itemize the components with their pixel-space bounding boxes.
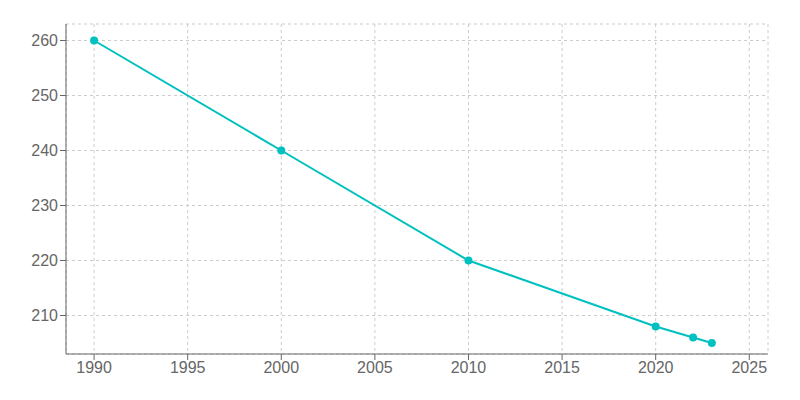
svg-text:220: 220 [31, 252, 58, 269]
svg-text:2020: 2020 [638, 359, 674, 376]
svg-text:2015: 2015 [544, 359, 580, 376]
svg-text:1995: 1995 [170, 359, 206, 376]
svg-text:250: 250 [31, 87, 58, 104]
svg-text:230: 230 [31, 197, 58, 214]
svg-text:210: 210 [31, 307, 58, 324]
svg-text:2000: 2000 [263, 359, 299, 376]
svg-text:2010: 2010 [451, 359, 487, 376]
svg-text:1990: 1990 [76, 359, 112, 376]
svg-text:2005: 2005 [357, 359, 393, 376]
svg-text:2025: 2025 [731, 359, 767, 376]
svg-text:260: 260 [31, 32, 58, 49]
svg-text:240: 240 [31, 142, 58, 159]
